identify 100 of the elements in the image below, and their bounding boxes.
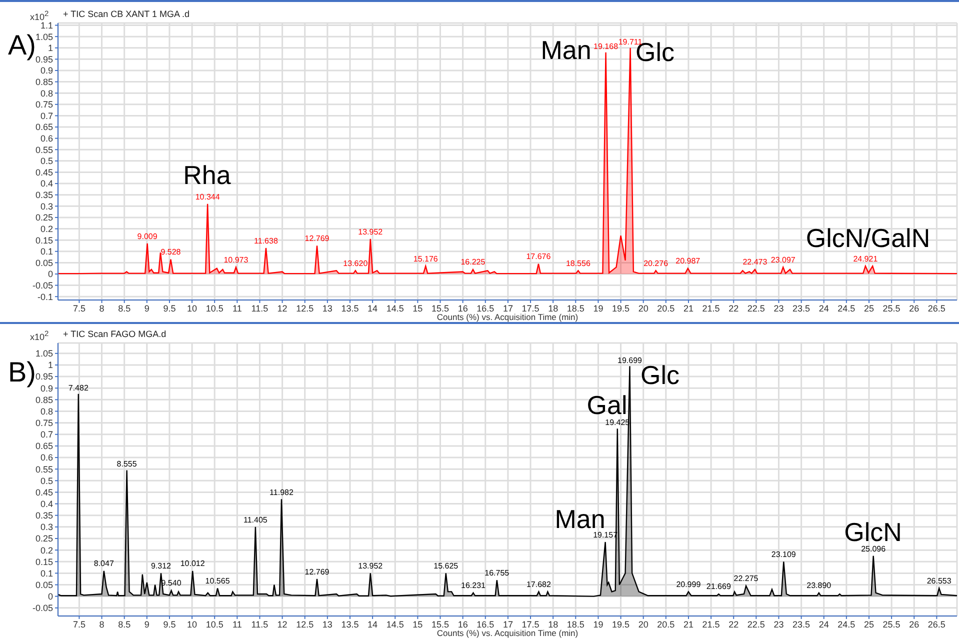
annotation: Glc xyxy=(640,360,680,390)
x-tick-label: 8 xyxy=(99,619,104,630)
annotation: 25.096 xyxy=(861,544,886,554)
y-axis-title: x10$^{2}$ xyxy=(30,329,49,342)
x-tick-label: 26 xyxy=(909,619,920,630)
annotation: 13.952 xyxy=(358,227,384,236)
x-tick-label: 19 xyxy=(593,303,604,314)
y-tick-label: 0.5 xyxy=(40,476,53,486)
y-tick-label: 0.9 xyxy=(40,66,53,76)
x-tick-label: 12 xyxy=(277,619,288,630)
y-tick-label: 0.9 xyxy=(40,383,53,394)
x-tick-label: 23.5 xyxy=(792,303,810,314)
x-tick-label: 21 xyxy=(683,619,694,630)
x-tick-label: 7.5 xyxy=(72,619,86,630)
x-tick-label: 26.5 xyxy=(928,303,946,314)
x-tick-label: 26 xyxy=(909,303,920,314)
y-tick-label: 1 xyxy=(48,43,53,54)
x-tick-label: 20 xyxy=(638,303,648,314)
x-tick-label: 13.5 xyxy=(341,303,359,314)
x-tick-label: 15.5 xyxy=(431,303,450,314)
x-tick-label: 9 xyxy=(144,303,150,314)
x-tick-label: 22 xyxy=(728,303,739,314)
annotation: 16.231 xyxy=(461,581,486,590)
annotation: 10.012 xyxy=(180,559,206,568)
x-tick-label: 26.5 xyxy=(928,619,946,630)
y-tick-label: 0.45 xyxy=(35,487,53,498)
annotation: 20.987 xyxy=(676,256,701,266)
x-tick-label: 22 xyxy=(728,619,739,630)
y-tick-label: 0.6 xyxy=(40,452,53,463)
x-tick-label: 16 xyxy=(458,619,468,630)
x-tick-label: 11.5 xyxy=(251,619,268,630)
x-tick-label: 20 xyxy=(638,619,648,630)
x-tick-label: 11.5 xyxy=(251,303,268,314)
annotation: 23.097 xyxy=(770,255,796,264)
y-tick-label: 0.75 xyxy=(35,100,53,110)
x-tick-label: 15.5 xyxy=(431,619,450,630)
x-tick-label: 12 xyxy=(277,303,288,314)
x-tick-label: 9.5 xyxy=(163,303,176,314)
annotation: 17.676 xyxy=(526,252,552,262)
y-tick-label: 0.2 xyxy=(40,545,53,556)
y-tick-label: 0.7 xyxy=(40,110,53,121)
x-tick-label: 18 xyxy=(548,303,558,314)
x-tick-label: 22.5 xyxy=(747,619,765,630)
x-tick-label: 19.5 xyxy=(612,303,630,314)
y-tick-label: 0.05 xyxy=(35,258,53,268)
x-tick-label: 19 xyxy=(593,619,604,630)
x-tick-label: 10.5 xyxy=(206,619,224,630)
annotation: 20.276 xyxy=(644,258,669,268)
y-tick-label: 0.55 xyxy=(35,144,53,155)
annotation: 11.405 xyxy=(244,516,268,525)
x-tick-label: 25 xyxy=(864,619,874,630)
y-tick-label: 0.6 xyxy=(40,134,53,144)
y-tick-label: 0.7 xyxy=(40,430,53,440)
x-tick-label: 17.5 xyxy=(522,619,540,630)
y-tick-label: 1.05 xyxy=(35,348,53,359)
annotation: 13.952 xyxy=(358,562,384,571)
x-tick-label: 12.5 xyxy=(296,619,314,630)
y-tick-label: 0.5 xyxy=(40,156,53,166)
annotation: 10.565 xyxy=(205,576,230,586)
y-tick-label: 0.3 xyxy=(40,201,53,212)
y-tick-label: -0.05 xyxy=(32,280,53,290)
annotation: 21.669 xyxy=(706,582,732,592)
x-tick-label: 8 xyxy=(99,303,104,314)
y-tick-label: 0.1 xyxy=(40,568,53,578)
annotation: 16.225 xyxy=(460,258,486,267)
x-tick-label: 23 xyxy=(774,619,784,630)
y-tick-label: 0 xyxy=(48,592,53,602)
y-tick-label: 1.1 xyxy=(40,20,53,30)
x-tick-label: 18 xyxy=(548,619,558,630)
annotation: Man xyxy=(540,35,592,65)
annotation: 18.556 xyxy=(566,258,591,268)
y-tick-label: 0.45 xyxy=(35,167,53,178)
y-tick-label: 0.35 xyxy=(35,510,53,521)
y-tick-label: 0.3 xyxy=(40,522,53,532)
annotation: 9.312 xyxy=(150,562,172,571)
annotation: 23.109 xyxy=(771,550,796,560)
annotation: 9.528 xyxy=(160,248,182,257)
annotation: 24.921 xyxy=(853,254,878,264)
y-tick-label: 0.95 xyxy=(35,372,53,382)
annotation: 26.553 xyxy=(926,576,952,586)
y-axis-title: x10$^{2}$ xyxy=(30,9,49,22)
x-tick-label: 8.5 xyxy=(118,303,131,314)
y-tick-label: 0.1 xyxy=(40,246,53,257)
x-axis-title: Counts (%) vs. Acquisition Time (min) xyxy=(436,312,578,322)
x-tick-label: 8.5 xyxy=(118,619,131,630)
y-tick-label: -0.05 xyxy=(32,603,53,614)
annotation: 20.999 xyxy=(676,580,702,589)
x-tick-label: 25.5 xyxy=(882,619,900,630)
y-tick-label: 0.2 xyxy=(40,224,53,234)
x-tick-label: 13.5 xyxy=(341,619,359,630)
x-axis-title: Counts (%) vs. Acquisition Time (min) xyxy=(436,628,578,638)
x-tick-label: 19.5 xyxy=(612,619,630,630)
x-tick-label: 14.5 xyxy=(386,619,404,630)
y-tick-label: 0.75 xyxy=(35,418,53,428)
y-tick-label: -0.1 xyxy=(37,292,53,302)
y-tick-label: 0.85 xyxy=(35,394,53,405)
x-tick-label: 14 xyxy=(368,619,378,630)
y-tick-label: 0.05 xyxy=(35,580,53,590)
x-tick-label: 16.5 xyxy=(476,303,494,314)
x-tick-label: 21.5 xyxy=(702,619,720,630)
